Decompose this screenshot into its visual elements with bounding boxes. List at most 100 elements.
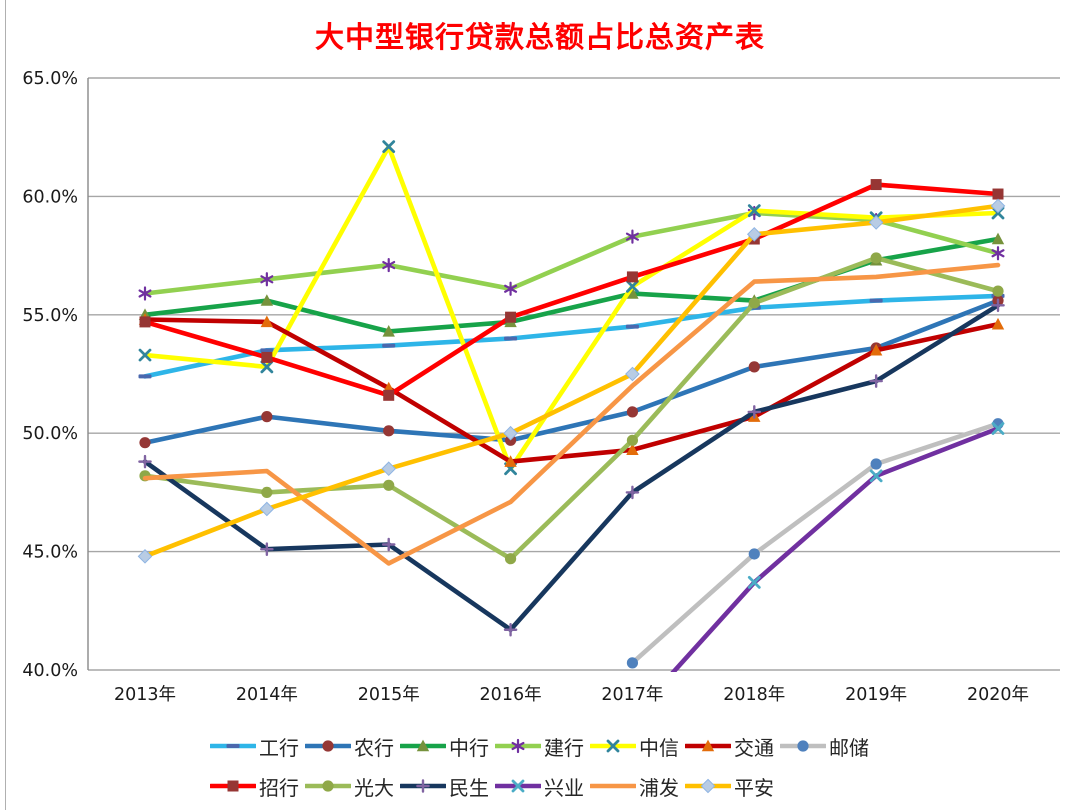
chart-legend: 工行 农行 中行 建行 中信 交通 邮储 招行 光大 民生 兴业 浦发 平安 [210,726,890,806]
plus-marker [416,779,430,793]
legend-key-dash [210,743,256,749]
dash-marker [138,374,152,379]
x-tick-label: 2020年 [967,685,1029,705]
x-tick-label: 2015年 [358,685,420,705]
triangle-marker [504,455,517,467]
plus-marker [503,622,518,637]
x-tick-label: 2014年 [236,685,298,705]
legend-label: 农行 [354,735,394,760]
diamond-marker [700,778,716,794]
series-line [142,262,1001,566]
x-marker [382,140,396,154]
legend-item-浦发: 浦发 [590,766,679,806]
plus-marker [625,485,640,500]
circle-marker [870,252,882,264]
dash-marker [226,744,240,748]
x-marker [869,469,883,483]
circle-marker [626,657,639,669]
legend-label: 浦发 [639,775,679,800]
legend-label: 民生 [449,775,489,800]
square-marker [626,271,638,283]
diamond-marker [503,425,518,441]
legend-key-square [210,780,256,792]
triangle-marker [991,317,1005,330]
legend-key-plus [400,779,446,793]
series-农行 [139,294,1004,449]
triangle-marker [626,443,639,455]
circle-marker [504,553,517,565]
square-marker [139,316,151,328]
plus-marker [381,537,396,552]
legend-item-工行: 工行 [210,726,299,766]
legend-label: 兴业 [544,775,584,800]
circle-marker [261,486,273,498]
circle-marker [748,297,760,309]
dash-marker [625,324,639,329]
series-浦发 [142,262,1001,566]
square-marker [870,179,882,191]
legend-key-circle [305,780,351,792]
diamond-marker [137,549,153,564]
legend-item-交通: 交通 [685,726,774,766]
x-marker [627,712,637,722]
circle-marker [748,548,760,560]
series-平安 [137,198,1006,564]
dash-marker [260,348,274,353]
legend-item-平安: 平安 [685,766,774,806]
square-marker [505,311,517,323]
series-line [142,210,1001,296]
square-marker [992,188,1004,200]
series-line [142,182,1001,398]
plus-marker [138,454,152,469]
diamond-marker [746,226,762,242]
plus-marker [747,405,762,419]
circle-marker [992,285,1004,297]
circle-marker [261,411,273,423]
circle-marker [626,406,639,418]
legend-item-招行: 招行 [210,766,299,806]
circle-marker [626,434,639,446]
diamond-marker [381,461,397,477]
legend-label: 邮储 [829,735,869,760]
series-line [142,236,1001,334]
series-民生 [138,298,1005,637]
x-tick-label: 2016年 [480,685,542,705]
asterisk-marker [991,246,1005,261]
diamond-marker [625,366,640,382]
circle-marker [322,780,334,792]
series-兴业 [627,422,1005,722]
legend-item-邮储: 邮储 [780,726,869,766]
square-marker [261,351,273,363]
dash-marker [869,298,883,303]
triangle-marker [382,324,395,337]
y-tick-label: 55.0% [22,306,78,326]
asterisk-marker [511,738,525,754]
series-line [142,317,1001,464]
triangle-marker [626,287,639,299]
diamond-marker [259,501,275,517]
x-marker [260,360,274,374]
triangle-marker [991,232,1005,245]
plus-marker [991,298,1005,313]
legend-key-triangle [685,739,731,752]
triangle-marker [416,739,430,752]
series-邮储 [626,418,1004,669]
series-line [142,303,1001,632]
legend-key-x [495,779,541,793]
x-tick-label: 2019年 [845,685,907,705]
asterisk-marker [504,281,518,296]
legend-label: 交通 [734,735,774,760]
series-line [142,144,1001,471]
legend-item-农行: 农行 [305,726,394,766]
plus-marker [260,542,274,557]
circle-marker [139,437,151,449]
legend-label: 建行 [544,735,584,760]
dash-marker [382,343,396,348]
diamond-marker [868,215,884,230]
legend-item-兴业: 兴业 [495,766,584,806]
x-marker [138,348,152,362]
legend-key-none [590,783,636,789]
legend-label: 工行 [259,735,299,760]
legend-key-triangle [400,739,446,752]
legend-key-x [590,739,636,753]
